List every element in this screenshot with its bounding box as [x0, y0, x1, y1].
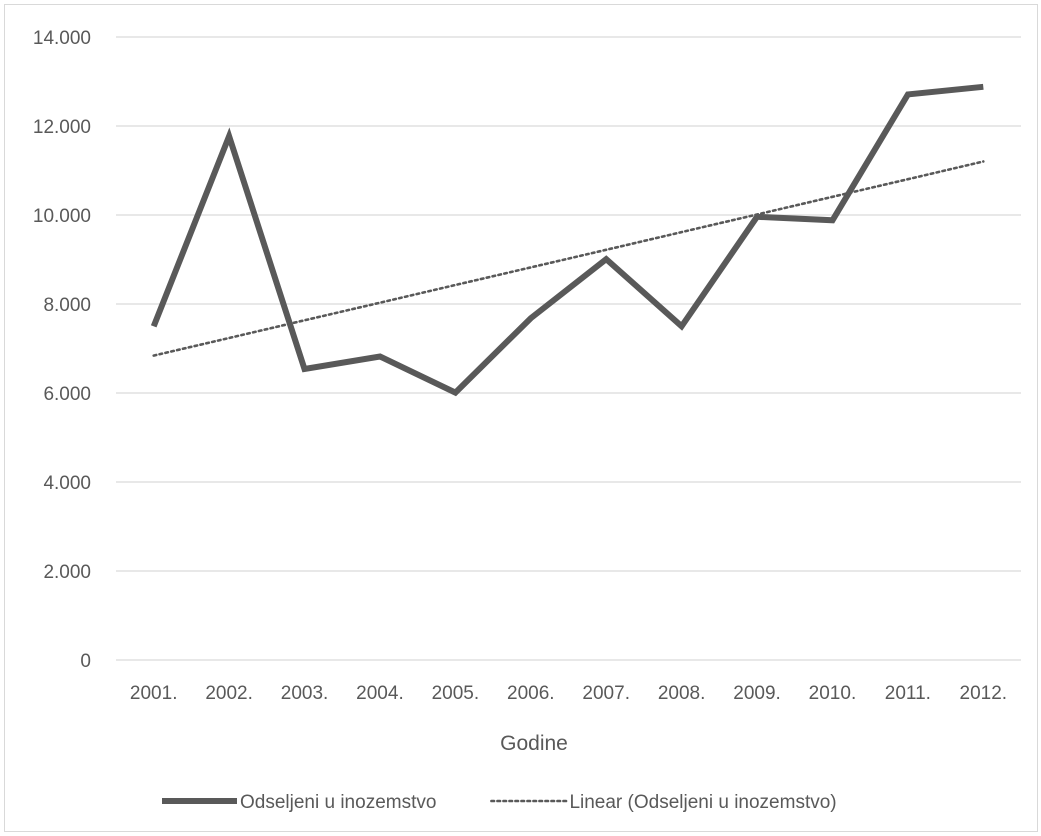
x-tick-label: 2012. — [960, 683, 1008, 704]
x-tick-label: 2006. — [507, 683, 555, 704]
legend: Odseljeni u inozemstvo Linear (Odseljeni … — [162, 792, 837, 813]
y-tick-label: 4.000 — [43, 473, 91, 494]
x-tick-label: 2008. — [658, 683, 706, 704]
x-tick-label: 2001. — [130, 683, 178, 704]
y-tick-label: 8.000 — [43, 295, 91, 316]
x-tick-label: 2011. — [885, 683, 931, 704]
legend-label: Linear (Odseljeni u inozemstvo) — [569, 792, 836, 813]
x-tick-label: 2010. — [809, 683, 857, 704]
chart-frame — [4, 4, 1038, 832]
x-tick-label: 2005. — [432, 683, 480, 704]
y-tick-label: 0 — [80, 651, 91, 672]
y-tick-label: 6.000 — [43, 384, 91, 405]
x-tick-label: 2007. — [582, 683, 630, 704]
x-tick-label: 2004. — [356, 683, 404, 704]
x-tick-label: 2003. — [281, 683, 329, 704]
trendline — [152, 160, 985, 357]
y-tick-label: 12.000 — [33, 117, 91, 138]
series-line — [150, 83, 984, 397]
legend-label: Odseljeni u inozemstvo — [240, 792, 436, 813]
x-axis-title: Godine — [500, 732, 568, 755]
x-tick-label: 2009. — [733, 683, 781, 704]
x-axis-ticks: 2001. 2002. 2003. 2004. 2005. 2006. 2007. 2008.… — [130, 683, 1007, 704]
y-axis-ticks: 0 2.000 4.000 6.000 8.000 10.000 12.000 14.000 — [33, 28, 91, 672]
grid-lines — [116, 36, 1021, 661]
x-tick-label: 2002. — [205, 683, 253, 704]
y-tick-label: 14.000 — [33, 28, 91, 49]
series-layer — [150, 83, 985, 397]
y-tick-label: 2.000 — [43, 562, 91, 583]
y-tick-label: 10.000 — [33, 206, 91, 227]
